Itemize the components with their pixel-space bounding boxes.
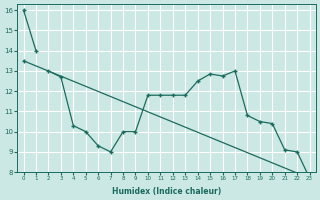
X-axis label: Humidex (Indice chaleur): Humidex (Indice chaleur) — [112, 187, 221, 196]
